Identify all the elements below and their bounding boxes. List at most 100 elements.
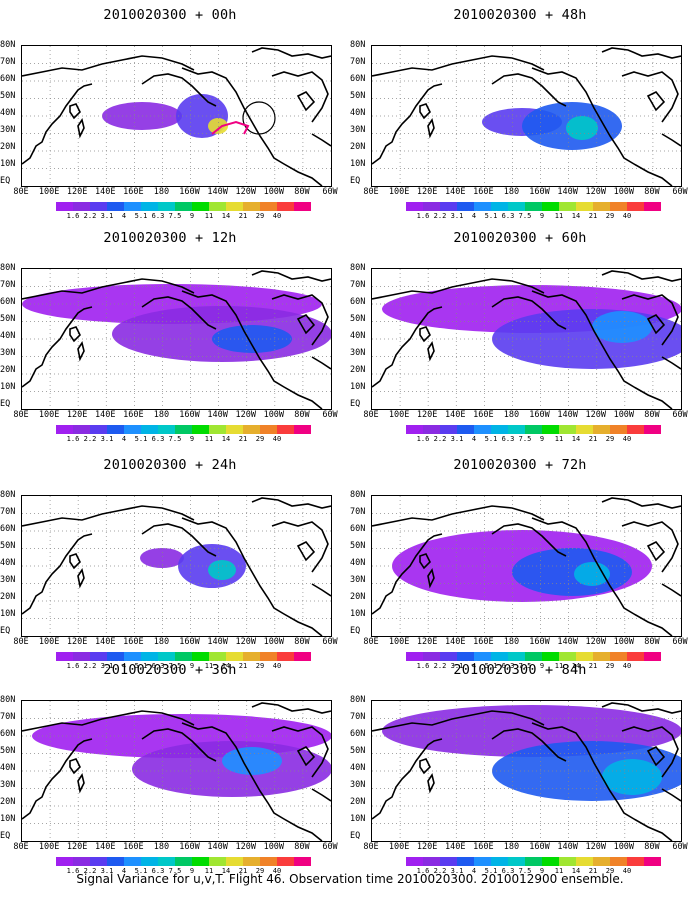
colorbar-swatch — [175, 425, 192, 434]
lon-label: 120W — [235, 410, 256, 420]
colorbar-swatch — [440, 857, 457, 866]
map-panel: 2010020300 + 72h 80N 70N 60N 50N 40N 30N 20N 10N… — [350, 455, 690, 675]
colorbar-label: 6.3 — [151, 662, 165, 670]
lon-label: 140E — [445, 842, 466, 852]
lat-label: 10N — [0, 609, 16, 619]
coastline — [531, 290, 673, 409]
colorbar-label: 2.2 — [433, 662, 447, 670]
map-panel: 2010020300 + 00h 80N 70N 60N 50N 40N 30N 20N 10N… — [0, 5, 340, 225]
coastline — [419, 758, 431, 775]
variance-region — [566, 116, 598, 140]
lat-label: 40N — [0, 108, 16, 118]
colorbar-swatch — [226, 425, 243, 434]
colorbar-swatch — [226, 857, 243, 866]
lon-label: 60W — [322, 842, 338, 852]
coastline — [601, 702, 681, 714]
colorbar-swatch — [627, 202, 644, 211]
colorbar-label: 5.1 — [134, 867, 148, 875]
lat-label: EQ — [0, 831, 11, 841]
lat-label: EQ — [0, 399, 11, 409]
lon-label: 160E — [123, 410, 144, 420]
colorbar-swatch — [474, 425, 491, 434]
colorbar-label: 7.5 — [168, 867, 182, 875]
map-area — [21, 700, 332, 842]
lon-label: 180 — [153, 842, 170, 852]
colorbar-label: 7.5 — [518, 212, 532, 220]
colorbar-label: 4 — [121, 662, 127, 670]
coastline — [271, 726, 329, 778]
lon-label: 140W — [207, 187, 228, 197]
colorbar-swatch — [158, 202, 175, 211]
lon-label: 120W — [585, 410, 606, 420]
coastline — [427, 118, 435, 139]
coastline — [531, 722, 673, 841]
variance-map — [372, 496, 681, 636]
variance-map — [22, 701, 331, 841]
lon-label: 160W — [179, 187, 200, 197]
lon-label: 100W — [263, 637, 285, 647]
colorbar-swatch — [644, 425, 661, 434]
colorbar-label: 6.3 — [501, 435, 515, 443]
lat-label: 50N — [350, 314, 366, 324]
lat-label: 20N — [0, 797, 16, 807]
coastline — [251, 497, 331, 509]
colorbar-swatch — [559, 425, 576, 434]
coastline — [271, 71, 329, 123]
colorbar-swatch — [491, 425, 508, 434]
map-area — [371, 700, 682, 842]
colorbar-label: 14 — [221, 435, 231, 443]
colorbar-label: 40 — [622, 662, 632, 670]
lon-label: 140E — [445, 187, 466, 197]
panel-title: 2010020300 + 00h — [103, 7, 237, 23]
lon-label: 140W — [557, 410, 578, 420]
colorbar-label: 29 — [605, 435, 615, 443]
lat-label: 60N — [350, 524, 366, 534]
coastline — [77, 773, 85, 794]
colorbar-swatch — [277, 857, 294, 866]
colorbar-swatch — [593, 202, 610, 211]
colorbar-label: 9 — [539, 662, 545, 670]
colorbar — [406, 652, 661, 661]
colorbar-label: 11 — [554, 662, 564, 670]
lon-label: 100E — [388, 637, 410, 647]
colorbar-swatch — [260, 857, 277, 866]
panel-title: 2010020300 + 72h — [453, 457, 587, 473]
lon-label: 80E — [13, 842, 29, 852]
colorbar-label: 29 — [605, 662, 615, 670]
colorbar-swatch — [90, 202, 107, 211]
lat-label: 60N — [350, 297, 366, 307]
colorbar-label: 6.3 — [151, 435, 165, 443]
lat-label: 10N — [350, 814, 366, 824]
lat-label: EQ — [0, 176, 11, 186]
colorbar-swatch — [90, 857, 107, 866]
lat-label: 70N — [350, 280, 366, 290]
colorbar-label: 5.1 — [484, 435, 498, 443]
coastline — [372, 505, 545, 527]
lon-label: 140E — [445, 410, 466, 420]
colorbar-swatch — [440, 425, 457, 434]
colorbar-label: 14 — [221, 867, 231, 875]
variance-region — [602, 759, 662, 795]
variance-map — [372, 701, 681, 841]
coastline — [22, 83, 93, 165]
coastline — [22, 55, 195, 77]
colorbar-swatch — [158, 652, 175, 661]
coastline — [77, 118, 85, 139]
colorbar-label: 5.1 — [134, 212, 148, 220]
lat-label: 10N — [350, 382, 366, 392]
figure-caption: Signal Variance for u,v,T. Flight 46. Ob… — [76, 872, 624, 886]
colorbar-swatch — [175, 202, 192, 211]
colorbar-label: 9 — [189, 212, 195, 220]
colorbar-label: 29 — [255, 662, 265, 670]
map-panel: 2010020300 + 12h 80N 70N 60N 50N 40N 30N 20N 10N… — [0, 228, 340, 448]
lon-label: 80W — [644, 637, 660, 647]
colorbar-swatch — [90, 425, 107, 434]
lat-label: 80N — [350, 490, 366, 500]
colorbar-swatch — [209, 202, 226, 211]
lat-label: 10N — [350, 609, 366, 619]
map-panel: 2010020300 + 24h 80N 70N 60N 50N 40N 30N 20N 10N… — [0, 455, 340, 675]
lon-label: 100E — [38, 637, 60, 647]
lat-label: 40N — [0, 558, 16, 568]
coastline — [251, 702, 331, 714]
coastline — [621, 521, 679, 573]
